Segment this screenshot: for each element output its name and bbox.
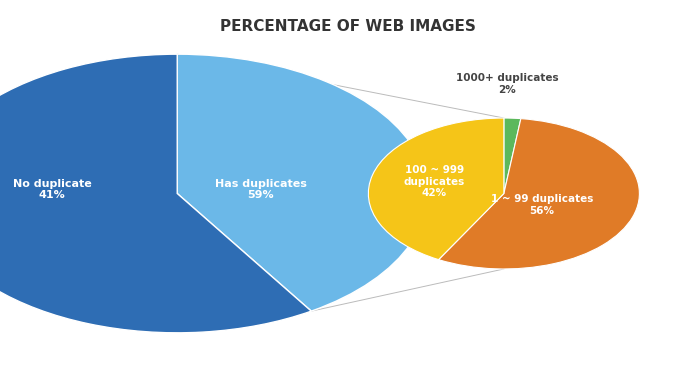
- Text: Has duplicates
59%: Has duplicates 59%: [215, 179, 306, 200]
- Wedge shape: [439, 119, 639, 269]
- Wedge shape: [504, 118, 521, 194]
- Text: 1 ~ 99 duplicates
56%: 1 ~ 99 duplicates 56%: [491, 194, 594, 216]
- Wedge shape: [368, 118, 504, 260]
- Wedge shape: [0, 54, 311, 333]
- Text: PERCENTAGE OF WEB IMAGES: PERCENTAGE OF WEB IMAGES: [220, 19, 475, 34]
- Wedge shape: [177, 54, 427, 311]
- Text: 100 ~ 999
duplicates
42%: 100 ~ 999 duplicates 42%: [404, 165, 465, 199]
- Text: 1000+ duplicates
2%: 1000+ duplicates 2%: [456, 73, 559, 95]
- Text: No duplicate
41%: No duplicate 41%: [13, 179, 92, 200]
